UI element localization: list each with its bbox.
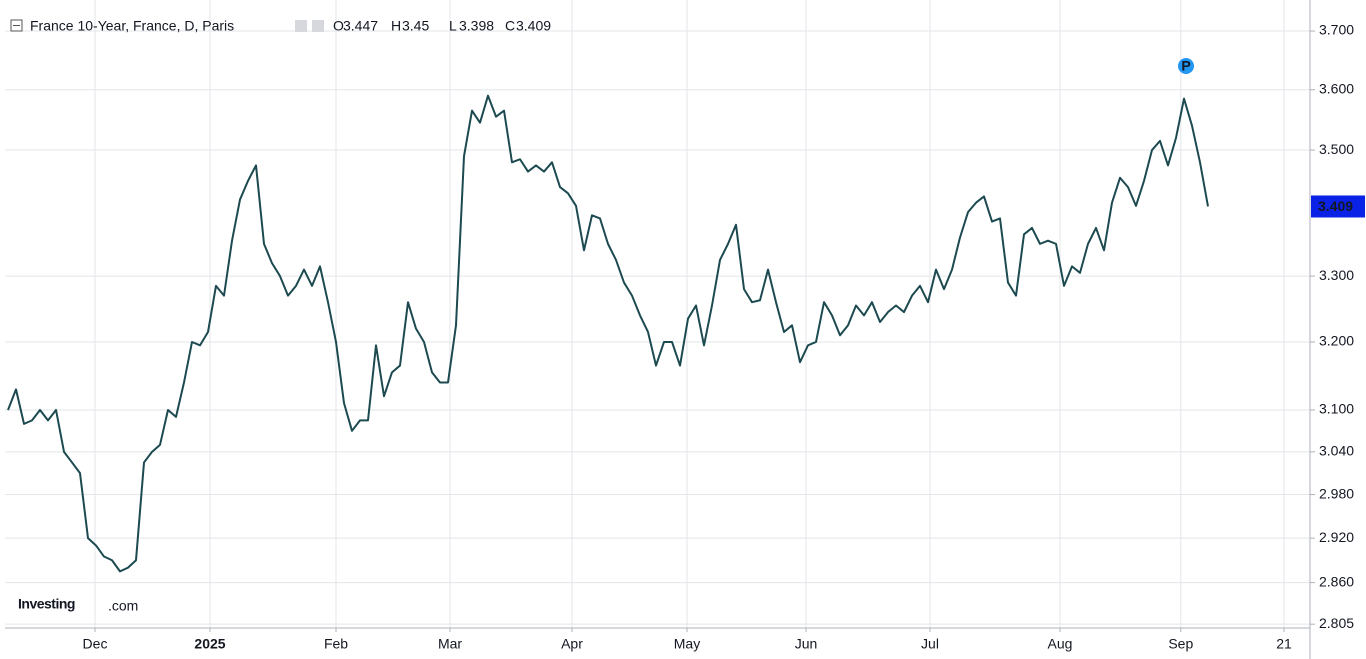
- grid: [5, 0, 1310, 628]
- x-tick-label: Mar: [438, 636, 462, 652]
- ohlc-label: O: [333, 18, 344, 34]
- y-tick-label: 2.860: [1319, 573, 1354, 589]
- y-tick-label: 2.980: [1319, 485, 1354, 501]
- x-tick-label: Aug: [1048, 636, 1073, 652]
- annotation-marker[interactable]: [1178, 58, 1194, 74]
- logo-brand: Investing: [18, 596, 75, 612]
- x-tick-label: Dec: [83, 636, 108, 652]
- x-tick-label: 2025: [194, 636, 225, 652]
- x-tick-label: Apr: [561, 636, 583, 652]
- x-tick-label: Jun: [795, 636, 818, 652]
- ohlc-label: L: [449, 18, 457, 34]
- chart-title: France 10-Year, France, D, Paris: [30, 18, 234, 34]
- ohlc-label: H: [391, 18, 401, 34]
- y-tick-label: 3.500: [1319, 141, 1354, 157]
- ohlc-value: 3.398: [459, 18, 494, 34]
- settings-icon[interactable]: [312, 20, 324, 32]
- x-tick-label: Sep: [1168, 636, 1193, 652]
- ohlc-value: 3.45: [402, 18, 429, 34]
- x-tick-label: Jul: [921, 636, 939, 652]
- ohlc-value: 3.447: [343, 18, 378, 34]
- y-tick-label: 3.200: [1319, 333, 1354, 349]
- ohlc-value: 3.409: [516, 18, 551, 34]
- x-tick-label: 21: [1276, 636, 1292, 652]
- y-tick-label: 2.805: [1319, 615, 1354, 631]
- last-price-box: [1311, 195, 1365, 218]
- x-tick-label: May: [674, 636, 700, 652]
- last-price-label: 3.409: [1318, 198, 1353, 214]
- y-tick-label: 3.300: [1319, 267, 1354, 283]
- price-line: [7, 94, 1209, 573]
- ohlc-label: C: [505, 18, 515, 34]
- y-tick-label: 3.100: [1319, 401, 1354, 417]
- y-tick-label: 3.700: [1319, 22, 1354, 38]
- logo-suffix: .com: [108, 598, 138, 614]
- eye-icon[interactable]: [295, 20, 307, 32]
- y-tick-label: 2.920: [1319, 529, 1354, 545]
- collapse-icon[interactable]: [10, 19, 23, 32]
- y-tick-label: 3.600: [1319, 80, 1354, 96]
- y-tick-label: 3.040: [1319, 443, 1354, 459]
- x-tick-label: Feb: [324, 636, 348, 652]
- plot: [7, 94, 1209, 573]
- annotation-label: P: [1181, 58, 1190, 74]
